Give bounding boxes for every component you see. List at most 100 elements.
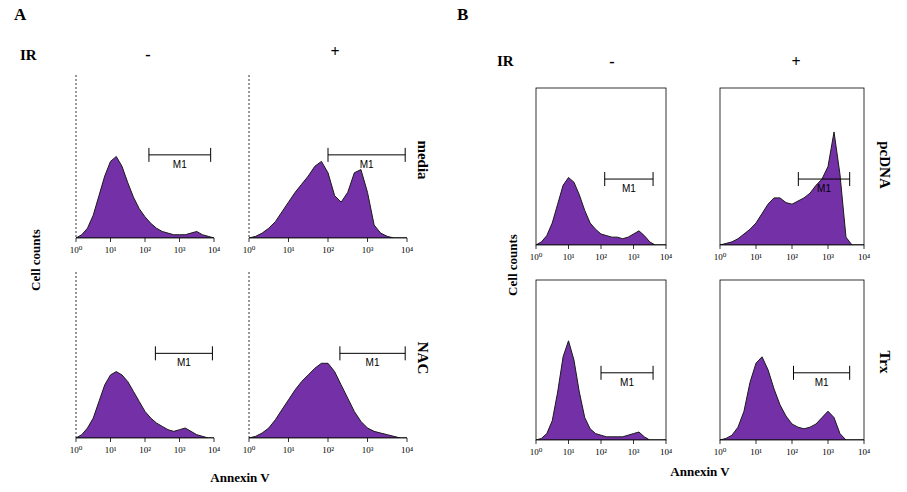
histogram-area <box>76 372 214 438</box>
plot-area <box>720 357 864 440</box>
x-tick-label: 10¹ <box>563 447 575 457</box>
x-tick-label: 10² <box>595 447 607 457</box>
histogram-area <box>536 341 666 440</box>
gate-label: M1 <box>177 357 191 368</box>
x-tick-label: 10² <box>786 447 798 457</box>
x-tick <box>145 438 146 442</box>
x-tick <box>179 238 180 242</box>
background <box>0 0 907 492</box>
condition-label: IR <box>20 47 37 63</box>
x-tick <box>288 238 289 242</box>
column-label: + <box>791 53 800 70</box>
x-tick <box>214 438 215 442</box>
x-tick <box>828 440 829 444</box>
histogram-area <box>720 357 864 440</box>
x-tick-label: 10³ <box>628 252 640 262</box>
x-tick-label: 10² <box>139 445 151 455</box>
x-tick-label: 10⁴ <box>660 252 672 262</box>
x-tick <box>145 238 146 242</box>
gate-label: M1 <box>817 183 831 194</box>
gate-label: M1 <box>815 377 829 388</box>
x-tick <box>214 238 215 242</box>
panel-letter: A <box>14 5 27 24</box>
x-tick <box>367 438 368 442</box>
figure: AIR-+mediaNACCell countsAnnexin VBIR-+pc… <box>0 0 907 492</box>
x-tick <box>864 245 865 249</box>
histogram-panel: 10⁰ 10¹ 10² 10³ 10⁴ M1 <box>243 272 413 455</box>
histogram-area <box>249 363 407 438</box>
gate-label: M1 <box>622 183 636 194</box>
histogram-area <box>249 161 407 238</box>
histogram-panel: 10⁰ 10¹ 10² 10³ 10⁴ M1 <box>70 272 220 455</box>
x-tick <box>249 238 250 242</box>
gate-label: M1 <box>173 159 187 170</box>
x-tick-label: 10³ <box>822 252 834 262</box>
plot-frame <box>536 280 666 440</box>
x-tick-label: 10³ <box>362 245 374 255</box>
x-tick <box>792 440 793 444</box>
x-tick-label: 10² <box>322 445 334 455</box>
x-tick <box>756 440 757 444</box>
x-tick <box>407 238 408 242</box>
x-tick <box>407 438 408 442</box>
x-tick <box>367 238 368 242</box>
x-tick-label: 10¹ <box>105 245 117 255</box>
x-tick-label: 10¹ <box>105 445 117 455</box>
plot-frame <box>720 280 864 440</box>
x-tick-label: 10³ <box>174 245 186 255</box>
x-tick-label: 10⁰ <box>243 245 256 255</box>
plot-frame <box>536 88 666 245</box>
histogram-panel: 10⁰10¹10²10³10⁴M1 <box>530 280 672 457</box>
column-label: - <box>145 46 150 63</box>
x-tick-label: 10² <box>139 245 151 255</box>
column-label: + <box>330 43 339 60</box>
x-tick <box>110 438 111 442</box>
x-tick-label: 10¹ <box>750 252 762 262</box>
plot-area <box>536 341 666 440</box>
plot-area <box>536 177 666 245</box>
x-tick <box>666 245 667 249</box>
x-tick <box>568 245 569 249</box>
column-label: - <box>609 53 614 70</box>
x-tick <box>828 245 829 249</box>
x-tick <box>633 440 634 444</box>
x-tick-label: 10⁰ <box>70 245 83 255</box>
gate-label: M1 <box>366 357 380 368</box>
plot-area <box>249 161 407 238</box>
histogram-area <box>536 177 666 245</box>
row-label: media <box>415 140 431 180</box>
x-tick-label: 10³ <box>362 445 374 455</box>
x-tick <box>249 438 250 442</box>
x-tick-label: 10⁰ <box>243 445 256 455</box>
plot-area <box>76 372 214 438</box>
x-tick-label: 10³ <box>822 447 834 457</box>
x-tick-label: 10² <box>322 245 334 255</box>
x-tick-label: 10⁴ <box>401 445 413 455</box>
x-tick-label: 10⁴ <box>660 447 672 457</box>
histogram-panel: 10⁰10¹10²10³10⁴M1 <box>530 88 672 262</box>
x-tick-label: 10⁴ <box>208 245 220 255</box>
y-axis-line <box>76 272 77 438</box>
row-label: NAC <box>415 342 431 375</box>
x-tick <box>179 438 180 442</box>
x-tick <box>288 438 289 442</box>
y-axis-label: Cell counts <box>28 229 43 291</box>
gate-label: M1 <box>620 377 634 388</box>
x-tick-label: 10³ <box>174 445 186 455</box>
x-tick <box>76 238 77 242</box>
condition-label: IR <box>497 53 514 69</box>
x-tick <box>328 438 329 442</box>
x-tick <box>536 440 537 444</box>
x-tick-label: 10⁴ <box>858 447 870 457</box>
x-tick <box>568 440 569 444</box>
x-tick-label: 10⁰ <box>70 445 83 455</box>
plot-area <box>720 132 864 245</box>
x-tick-label: 10⁰ <box>530 252 543 262</box>
x-tick-label: 10⁴ <box>208 445 220 455</box>
x-axis-label: Annexin V <box>670 464 730 479</box>
x-tick <box>666 440 667 444</box>
x-tick-label: 10¹ <box>750 447 762 457</box>
x-tick-label: 10⁰ <box>714 447 727 457</box>
histogram-panel: 10⁰10¹10²10³10⁴M1 <box>243 75 413 255</box>
x-tick-label: 10¹ <box>283 445 295 455</box>
